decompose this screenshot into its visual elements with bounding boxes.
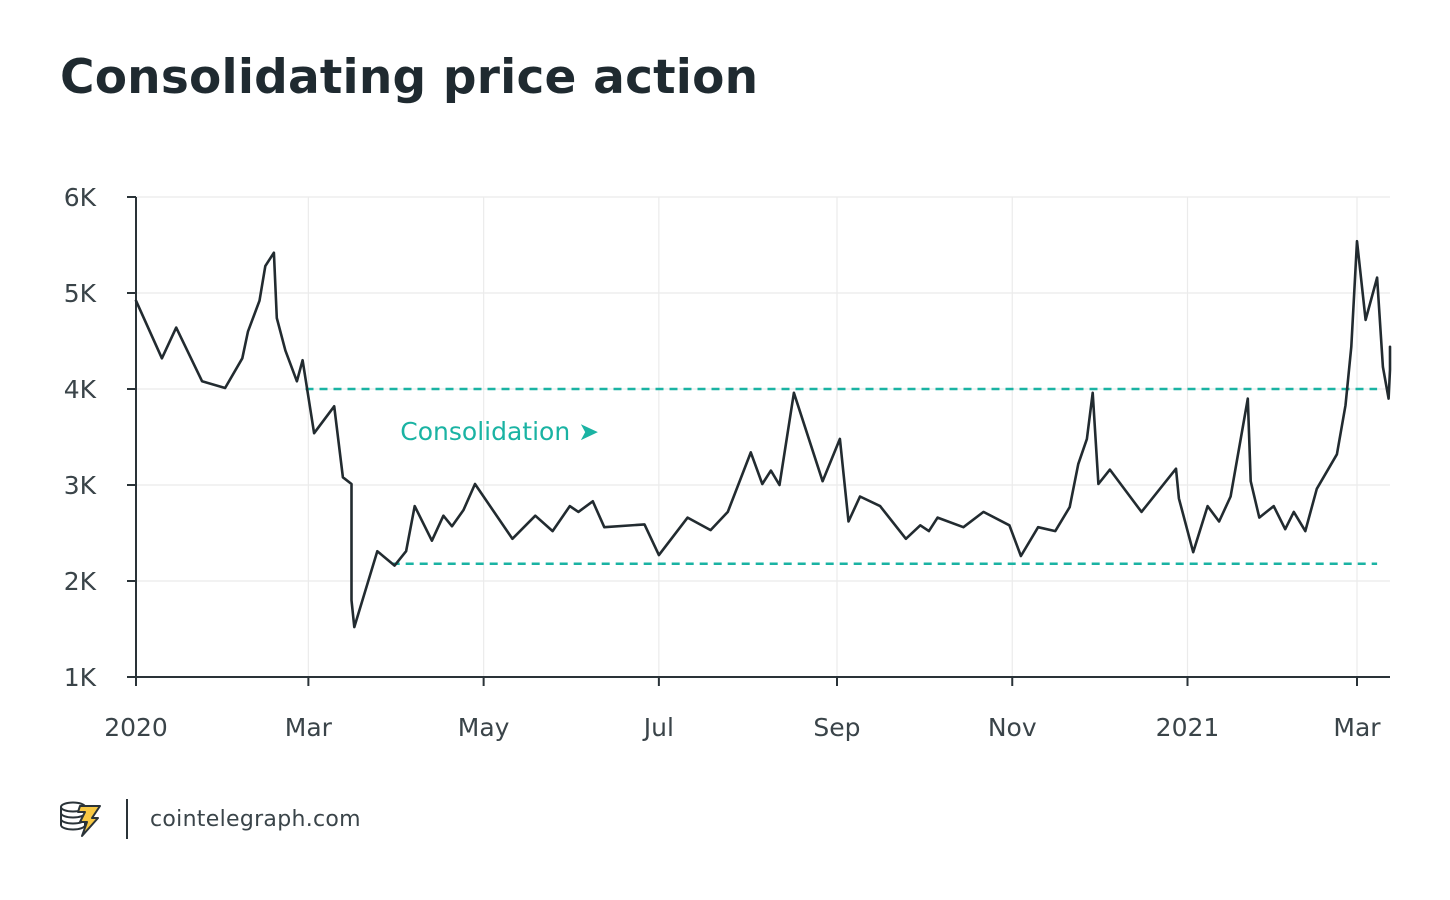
- series-layer: [134, 239, 1392, 629]
- axes: 1K 2K 3K 4K 5K 6K 2020 Mar May Jul Sep Nov 2021 Mar: [64, 183, 1390, 742]
- y-tick-label: 6K: [64, 183, 97, 212]
- chart-title: Consolidating price action: [60, 50, 759, 105]
- x-tick-label: May: [458, 713, 510, 742]
- x-tick-label: 2021: [1156, 713, 1220, 742]
- x-tick-label: Mar: [285, 713, 333, 742]
- x-tick-label: Mar: [1333, 713, 1381, 742]
- y-tick-label: 3K: [64, 471, 97, 500]
- footer-divider: [126, 799, 128, 839]
- y-tick-label: 4K: [64, 375, 97, 404]
- x-tick-label: Jul: [642, 713, 674, 742]
- x-tick-label: 2020: [104, 713, 168, 742]
- footer: cointelegraph.com: [58, 798, 361, 840]
- y-tick-label: 1K: [64, 663, 97, 692]
- grid-lines: [136, 196, 1390, 677]
- cointelegraph-logo-icon: [60, 801, 101, 837]
- y-tick-label: 2K: [64, 567, 97, 596]
- x-tick-label: Sep: [813, 713, 860, 742]
- consolidation-annotation: Consolidation ➤: [400, 417, 599, 446]
- consolidation-bands: [305, 387, 1378, 565]
- y-tick-label: 5K: [64, 279, 97, 308]
- x-tick-label: Nov: [988, 713, 1037, 742]
- site-name: cointelegraph.com: [150, 806, 361, 832]
- price-series-line: [134, 239, 1392, 629]
